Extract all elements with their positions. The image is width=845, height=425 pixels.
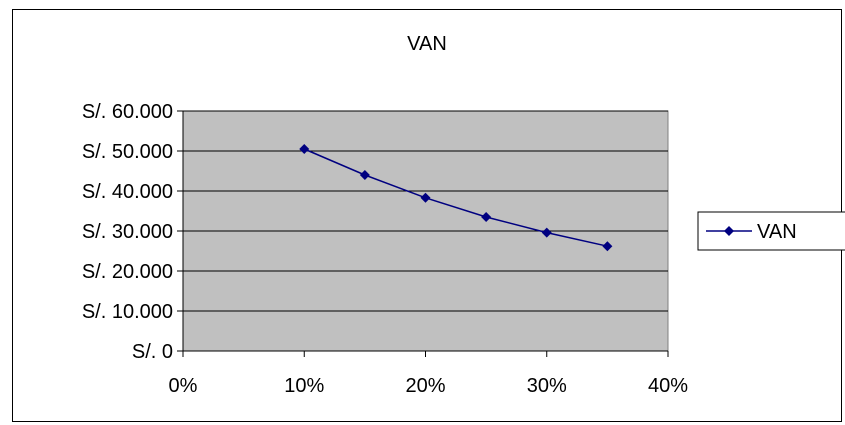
y-tick-label: S/. 60.000: [82, 101, 173, 123]
data-point-marker: [481, 212, 492, 222]
x-tick-labels: 0% 10% 20% 30% 40%: [169, 375, 689, 397]
y-tick-label: S/. 40.000: [82, 181, 173, 203]
legend-marker-swatch: [724, 226, 734, 236]
data-point-marker: [359, 170, 370, 180]
y-tick-label: S/. 50.000: [82, 141, 173, 163]
chart-title: VAN: [407, 33, 447, 55]
y-tick-label: S/. 10.000: [82, 301, 173, 323]
axes: [177, 110, 669, 357]
y-tick-label: S/. 30.000: [82, 221, 173, 243]
data-point-marker: [420, 192, 431, 203]
x-tick-label: 30%: [527, 375, 567, 397]
gridlines: [183, 110, 668, 312]
legend-label: VAN: [757, 221, 797, 243]
x-tick-label: 0%: [169, 375, 198, 397]
data-point-marker: [541, 227, 552, 238]
x-tick-label: 10%: [284, 375, 324, 397]
y-tick-label: S/. 20.000: [82, 261, 173, 283]
y-tick-labels: S/. 0 S/. 10.000 S/. 20.000 S/. 30.000 S/. 4…: [82, 101, 173, 363]
x-tick-label: 20%: [405, 375, 445, 397]
data-point-marker: [602, 241, 613, 252]
data-point-marker: [299, 144, 310, 154]
legend: VAN: [697, 211, 845, 251]
y-tick-label: S/. 0: [132, 341, 173, 363]
series-line: [303, 148, 608, 247]
x-tick-label: 40%: [648, 375, 688, 397]
series-layer: [299, 144, 613, 252]
